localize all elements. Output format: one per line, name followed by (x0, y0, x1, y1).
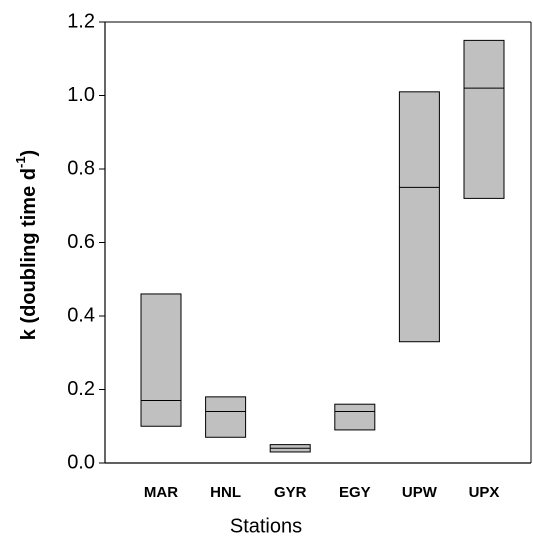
y-tick-label: 0.0 (67, 451, 95, 473)
x-tick-label: MAR (144, 484, 178, 501)
x-tick-label: UPW (402, 484, 438, 501)
y-tick-label: 1.0 (67, 84, 95, 106)
y-tick-label: 0.6 (67, 231, 95, 253)
box (334, 403, 376, 431)
box (463, 39, 505, 199)
x-axis-title: Stations (230, 515, 302, 537)
x-tick-label: HNL (210, 484, 241, 501)
box (205, 396, 247, 438)
y-axis-title: k (doubling time d-1) (13, 150, 40, 340)
y-axis-title-end: ) (18, 150, 40, 157)
y-tick-label: 0.2 (67, 378, 95, 400)
box (398, 91, 440, 343)
x-tick-label: UPX (469, 484, 500, 501)
y-axis-title-sup: -1 (13, 156, 28, 168)
y-axis-title-main: k (doubling time d (18, 168, 40, 340)
y-tick-label: 0.4 (67, 304, 95, 326)
y-tick-label: 0.8 (67, 157, 95, 179)
x-tick-label: GYR (274, 484, 307, 501)
box (140, 293, 182, 427)
y-tick-label: 1.2 (67, 10, 95, 32)
x-tick-label: EGY (339, 484, 371, 501)
